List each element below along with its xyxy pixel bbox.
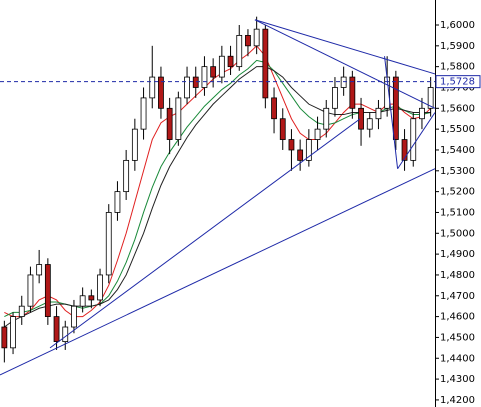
candle-body [227,55,234,68]
candle-body [210,66,217,78]
y-tick-label: 1,5000 [440,228,475,239]
price-label: 1,5728 [440,77,475,88]
y-tick-label: 1,5900 [440,41,475,52]
candle-body [10,316,16,349]
y-tick-label: 1,4900 [440,249,475,260]
candle-body [314,128,321,140]
candle-body [332,87,338,109]
candle-body [297,149,304,161]
candle-body [71,305,77,328]
candle-body [410,118,417,161]
candle-body [279,118,286,140]
candle-body [149,76,156,99]
candle-body [97,274,103,301]
candle-body [53,316,60,342]
y-tick-label: 1,5400 [440,145,475,156]
y-tick-label: 1,4800 [440,270,475,281]
candle-body [427,87,434,109]
trendline [254,19,436,75]
candle-body [262,28,269,99]
y-tick-label: 1,4300 [440,374,475,385]
y-tick-label: 1,5200 [440,187,475,198]
candle-body [358,107,364,130]
candle-body [340,76,347,88]
candle-body [175,97,182,140]
y-tick-label: 1,5500 [440,124,475,135]
candle-body [140,97,147,130]
trendline [0,168,436,376]
candle-body [158,76,164,109]
candle-body [1,326,8,349]
price-label-box [435,75,481,89]
y-tick-label: 1,5600 [440,103,475,114]
trendline [397,112,436,169]
candle-body [349,76,356,109]
candle-body [375,107,382,120]
candle-body [392,76,399,140]
y-tick-label: 1,5100 [440,207,475,218]
candle-body [305,139,312,161]
candle-body [184,76,190,99]
candle-body [271,97,277,120]
candle-body [18,305,25,318]
candle-body [323,107,330,130]
candle-body [44,264,51,318]
candle-body [245,35,251,47]
candle-body [62,326,69,342]
y-tick-label: 1,4600 [440,312,475,323]
y-tick-label: 1,4500 [440,332,475,343]
candle-body [123,159,130,193]
candle-body [36,264,43,276]
y-tick-label: 1,5300 [440,166,475,177]
candle-body [192,76,199,88]
candle-body [236,35,243,68]
candle-body [201,66,208,88]
candle-body [401,139,408,161]
candle-body [419,107,425,120]
candle-body [253,28,260,47]
y-tick-label: 1,5800 [440,62,475,73]
candle-body [288,139,295,151]
trendline [254,19,436,109]
candle-body [131,128,138,161]
candle-body [218,55,225,78]
candle-body [166,107,173,140]
candle-body [27,274,34,307]
y-tick-label: 1,4200 [440,395,475,406]
candle-body [366,118,373,130]
y-tick-label: 1,6000 [440,20,475,31]
y-tick-label: 1,4700 [440,291,475,302]
candle-body [114,191,121,213]
candle-body [88,295,95,301]
candle-body [105,212,112,276]
y-tick-label: 1,4400 [440,353,475,364]
trendline [384,56,399,169]
candle-body [79,295,86,307]
trendline [49,118,361,349]
